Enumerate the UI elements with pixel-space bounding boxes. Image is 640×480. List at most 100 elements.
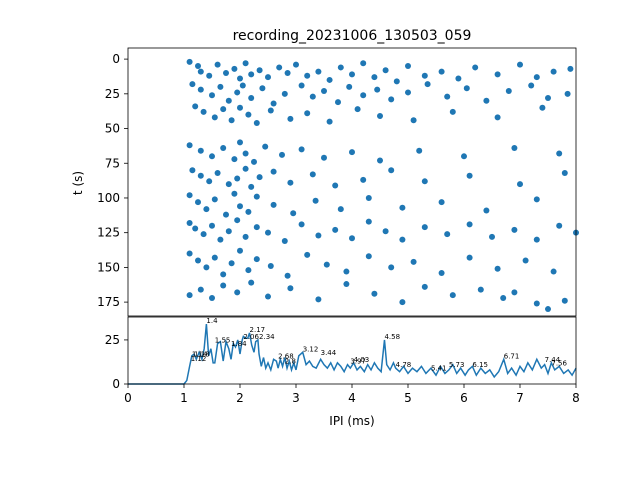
raster-point xyxy=(245,208,252,215)
raster-point xyxy=(421,283,428,290)
peak-label: 6.71 xyxy=(504,352,520,360)
raster-point xyxy=(270,100,277,107)
raster-point xyxy=(315,296,322,303)
raster-point xyxy=(349,149,355,156)
raster-point xyxy=(556,222,563,229)
raster-point xyxy=(449,292,456,299)
raster-point xyxy=(399,204,406,211)
raster-point xyxy=(276,64,283,71)
raster-point xyxy=(388,96,395,103)
raster-point xyxy=(517,181,523,188)
raster-point xyxy=(309,93,316,100)
x-tick-label: 8 xyxy=(572,391,580,405)
raster-point xyxy=(279,151,285,158)
raster-point xyxy=(197,68,204,75)
y-tick-label: 0 xyxy=(112,52,120,66)
raster-point xyxy=(374,86,381,93)
raster-point xyxy=(200,231,207,238)
raster-point xyxy=(195,63,201,70)
raster-point xyxy=(259,85,266,92)
raster-point xyxy=(186,250,193,257)
raster-point xyxy=(399,236,406,243)
x-tick-label: 3 xyxy=(292,391,300,405)
raster-point xyxy=(287,115,294,122)
raster-point xyxy=(242,233,249,240)
raster-point xyxy=(253,256,260,263)
raster-point xyxy=(186,142,193,149)
raster-point xyxy=(195,257,201,264)
raster-point xyxy=(410,117,417,124)
raster-point xyxy=(449,108,456,115)
raster-point xyxy=(304,110,311,117)
raster-point xyxy=(237,139,243,146)
raster-point xyxy=(209,222,215,229)
raster-point xyxy=(192,103,199,110)
raster-point xyxy=(326,118,333,125)
raster-point xyxy=(234,217,241,224)
raster-point xyxy=(545,306,551,313)
raster-point xyxy=(472,64,479,71)
raster-point xyxy=(511,144,518,151)
raster-point xyxy=(298,221,305,228)
raster-point xyxy=(262,143,269,150)
peak-label: 5.73 xyxy=(449,361,465,369)
raster-point xyxy=(466,254,473,261)
y-tick-label: 50 xyxy=(105,122,120,136)
raster-point xyxy=(248,183,255,190)
peak-label: 1.18 xyxy=(194,351,210,359)
raster-point xyxy=(197,286,204,293)
raster-point xyxy=(304,72,311,79)
x-tick-label: 5 xyxy=(404,391,412,405)
raster-point xyxy=(242,60,249,67)
raster-point xyxy=(455,75,462,82)
raster-point xyxy=(231,65,238,72)
peak-label: 2.34 xyxy=(259,333,275,341)
raster-point xyxy=(382,67,389,74)
raster-point xyxy=(410,258,417,265)
raster-point xyxy=(550,68,557,75)
peak-label: 5.41 xyxy=(431,365,447,373)
raster-point xyxy=(483,97,490,104)
raster-point xyxy=(567,65,574,72)
raster-point xyxy=(444,231,451,238)
raster-point xyxy=(284,69,291,76)
raster-point xyxy=(211,196,218,203)
raster-point xyxy=(533,196,540,203)
peak-label: 2.8 xyxy=(285,358,296,366)
raster-point xyxy=(214,169,221,176)
peak-label: 2.06 xyxy=(243,333,259,341)
raster-point xyxy=(237,75,243,82)
raster-point xyxy=(494,265,501,272)
x-tick-label: 7 xyxy=(516,391,524,405)
raster-point xyxy=(337,206,344,213)
raster-point xyxy=(242,150,249,157)
y-tick-label: 150 xyxy=(97,260,120,274)
raster-point xyxy=(505,88,512,95)
raster-point xyxy=(399,299,406,306)
raster-y-ticks: 0 25 50 75 100 125 150 175 xyxy=(97,52,128,309)
raster-point xyxy=(533,74,540,81)
raster-point xyxy=(237,203,243,210)
raster-point xyxy=(197,147,204,154)
raster-point xyxy=(304,251,311,258)
raster-point xyxy=(511,289,518,296)
y-tick-label: 75 xyxy=(105,156,120,170)
raster-point xyxy=(189,167,196,174)
raster-point xyxy=(237,104,243,111)
raster-point xyxy=(365,253,372,260)
raster-point xyxy=(211,254,218,261)
raster-point xyxy=(360,92,367,99)
raster-points xyxy=(186,58,579,313)
chart-title: recording_20231006_130503_059 xyxy=(233,28,472,44)
raster-point xyxy=(416,147,423,154)
peak-label: 1.14 xyxy=(192,351,208,359)
raster-point xyxy=(231,156,238,163)
raster-point xyxy=(500,294,507,301)
raster-point xyxy=(309,171,316,178)
ipi-histogram-plot: 1.121.141.181.41.55 1.842.062.172.342.682… xyxy=(105,316,580,405)
raster-point xyxy=(405,89,411,96)
raster-point xyxy=(217,83,224,90)
raster-point xyxy=(231,190,238,197)
raster-point xyxy=(312,197,319,204)
raster-point xyxy=(225,97,232,104)
